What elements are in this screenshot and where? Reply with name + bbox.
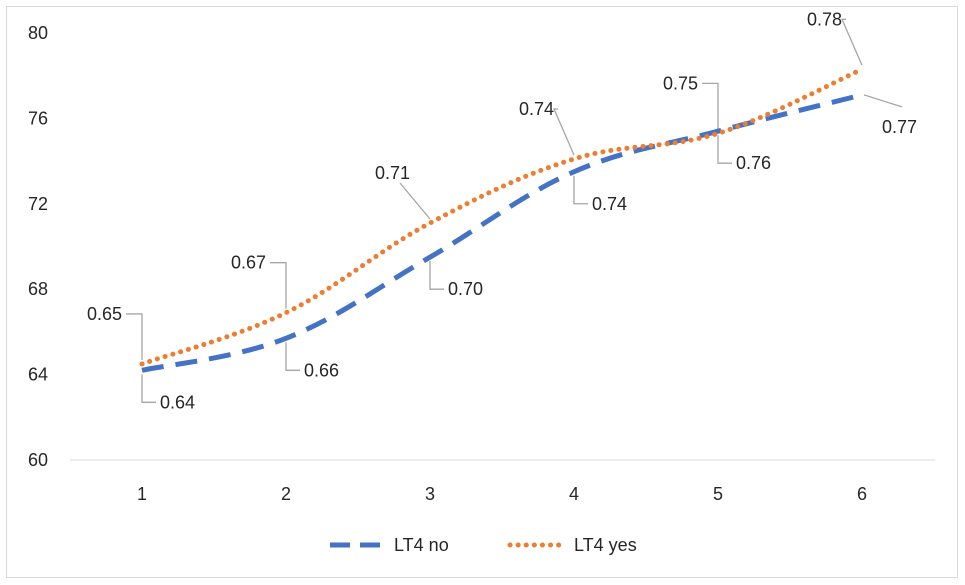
series-lines	[139, 66, 865, 373]
label-leader-line	[553, 108, 575, 156]
label-leader-line	[399, 182, 431, 220]
legend-label-lt4-no: LT4 no	[394, 535, 449, 555]
x-tick-label: 5	[713, 484, 723, 504]
x-tick-label: 6	[857, 484, 867, 504]
data-label-lt4-no: 0.77	[882, 117, 917, 137]
data-label-lt4-yes: 0.65	[87, 304, 122, 324]
axes: 60 64 68 72 76 80 1 2 3 4 5 6	[28, 23, 935, 504]
data-label-lt4-yes: 0.75	[663, 73, 698, 93]
data-label-lt4-yes: 0.78	[807, 9, 842, 29]
x-tick-label: 3	[425, 484, 435, 504]
label-leader-line	[702, 82, 719, 130]
x-tick-label: 4	[569, 484, 579, 504]
label-leader-line	[285, 342, 300, 371]
x-tick-label: 2	[281, 484, 291, 504]
y-tick-label: 72	[28, 194, 48, 214]
label-leader-lines	[126, 18, 903, 403]
label-leader-line	[270, 262, 287, 309]
legend: LT4 no LT4 yes	[330, 535, 637, 555]
legend-label-lt4-yes: LT4 yes	[574, 535, 637, 555]
data-label-lt4-yes: 0.71	[375, 163, 410, 183]
data-label-lt4-no: 0.66	[304, 360, 339, 380]
x-tick-label: 1	[137, 484, 147, 504]
label-leader-line	[573, 175, 588, 205]
label-leader-line	[429, 261, 444, 290]
label-leader-line	[141, 374, 156, 403]
data-label-lt4-no: 0.76	[736, 153, 771, 173]
y-tick-label: 76	[28, 108, 48, 128]
label-leader-line	[863, 94, 903, 108]
label-leader-line	[717, 135, 732, 164]
y-tick-label: 64	[28, 365, 48, 385]
label-leader-line	[126, 313, 143, 360]
series-line-lt4-yes	[139, 66, 865, 367]
data-label-lt4-no: 0.74	[592, 194, 627, 214]
data-label-lt4-yes: 0.67	[231, 253, 266, 273]
data-labels: 0.64 0.66 0.70 0.74 0.76 0.77 0.65 0.67 0.71 0.74…	[87, 9, 917, 412]
data-label-lt4-no: 0.70	[448, 279, 483, 299]
y-tick-label: 60	[28, 450, 48, 470]
y-tick-label: 80	[28, 23, 48, 43]
data-label-lt4-no: 0.64	[160, 392, 195, 412]
label-leader-line	[841, 18, 863, 66]
y-tick-label: 68	[28, 279, 48, 299]
data-label-lt4-yes: 0.74	[519, 99, 554, 119]
